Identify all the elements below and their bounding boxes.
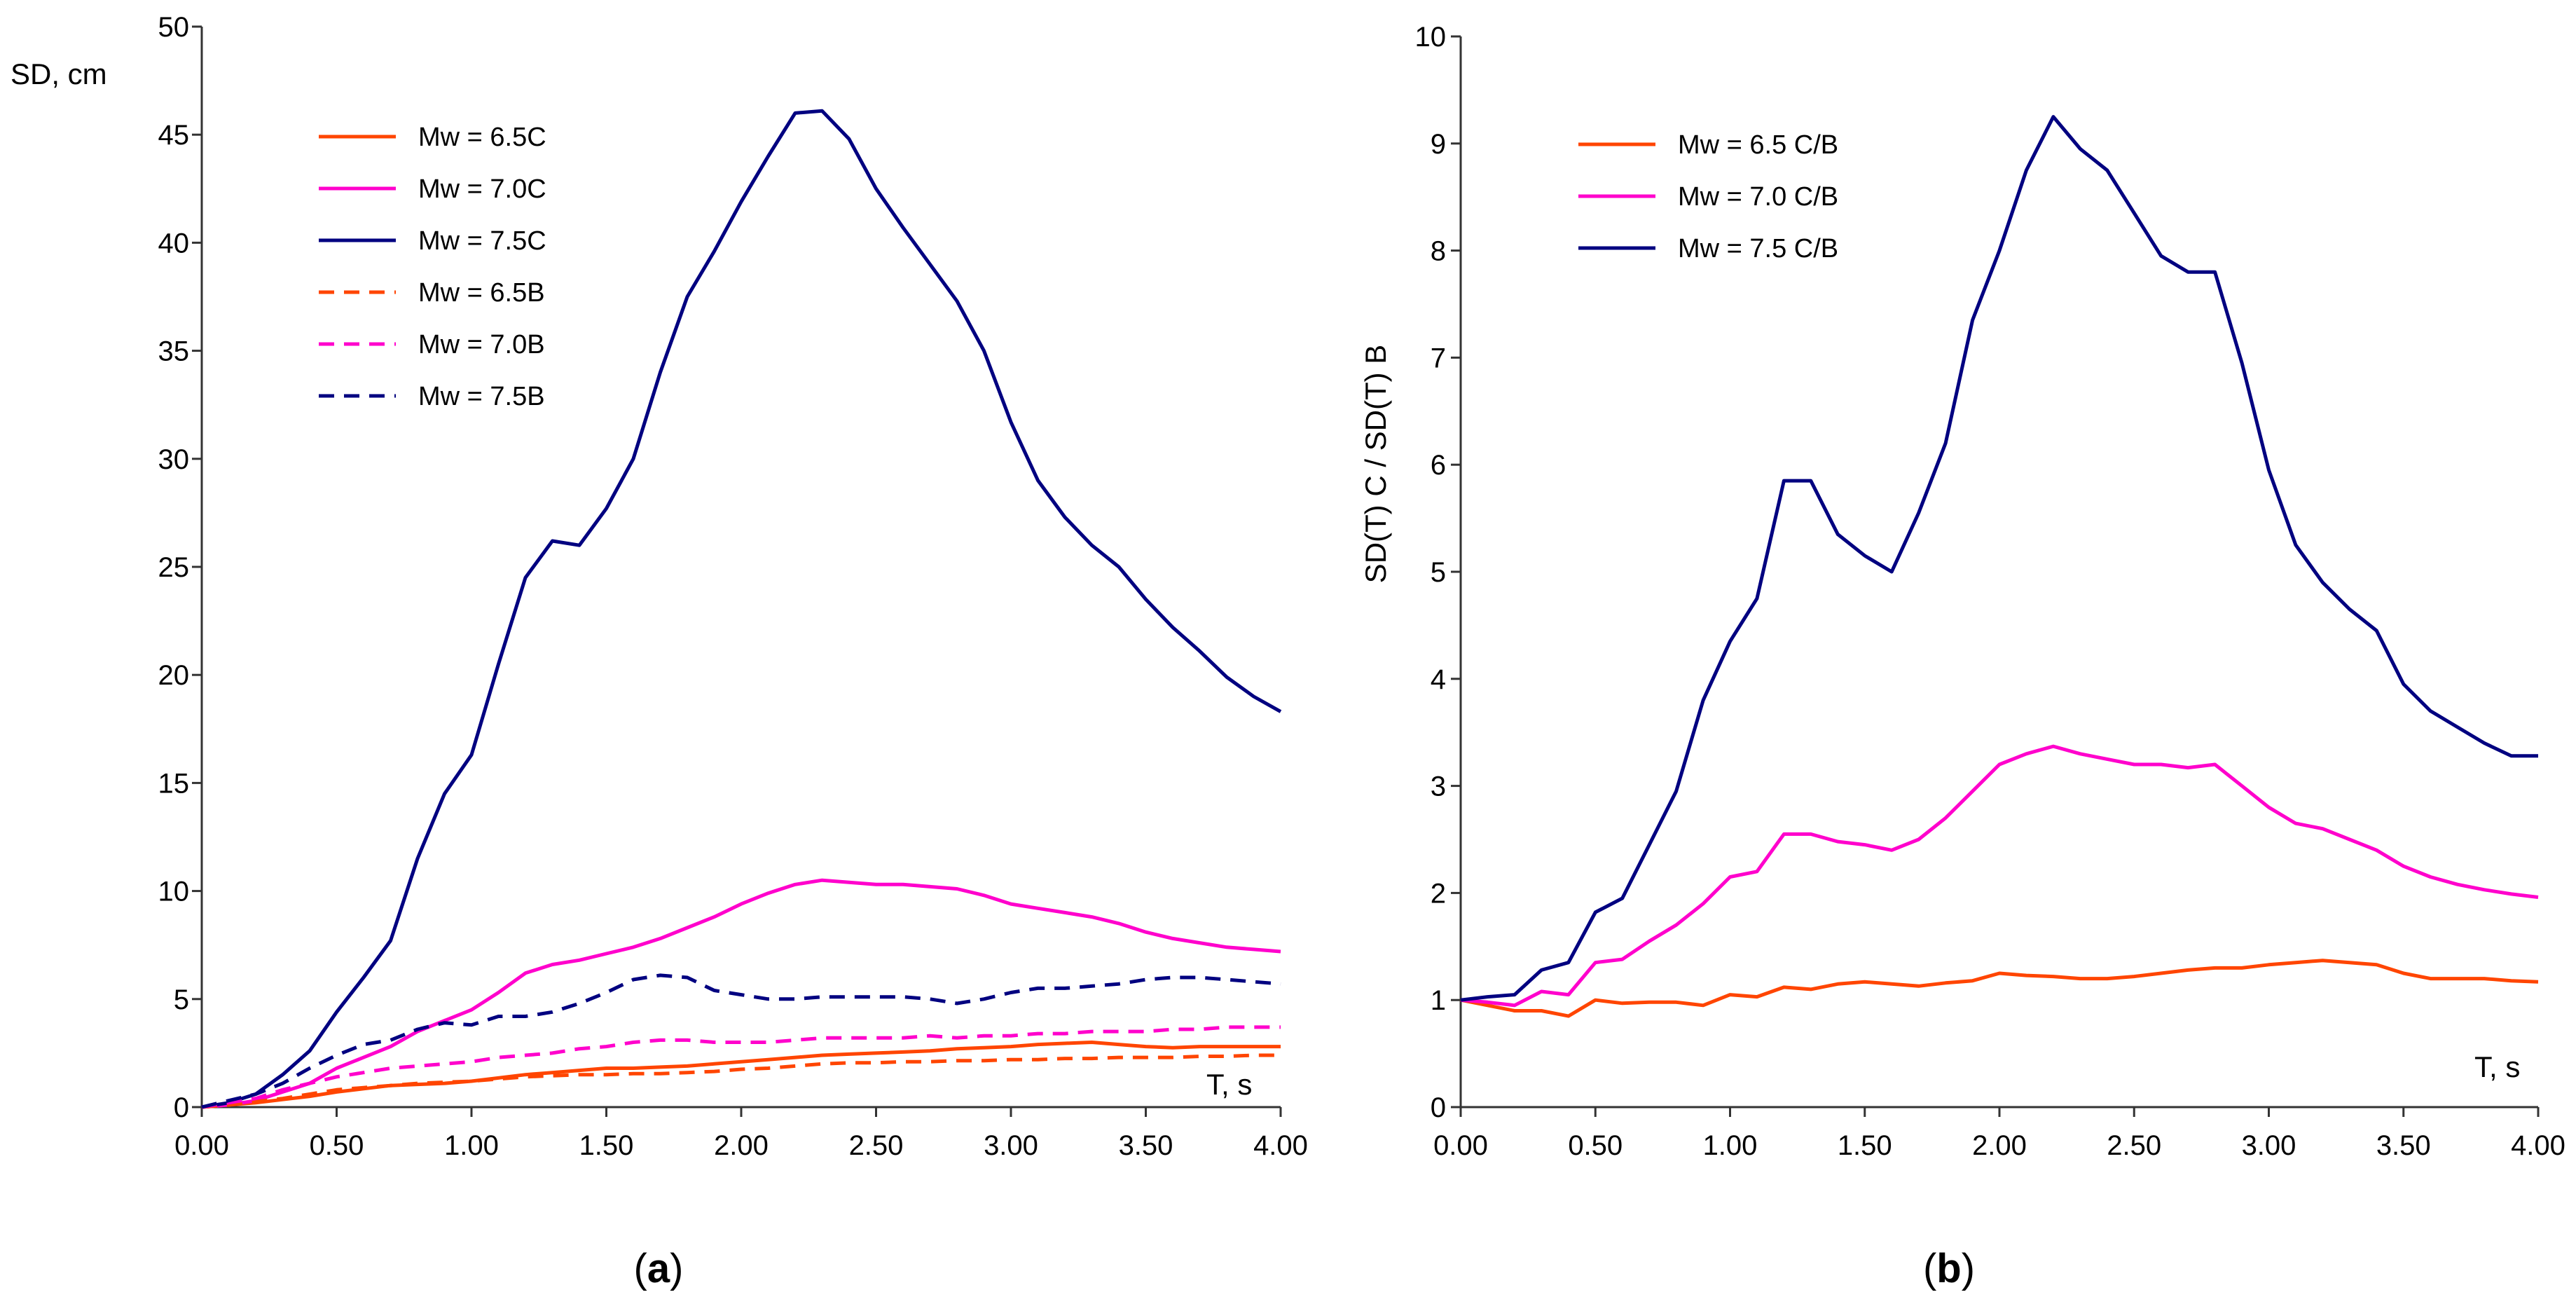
panel-label-close: ) [670, 1246, 683, 1291]
y-tick-label: 6 [1431, 450, 1446, 481]
x-tick-label: 3.00 [2242, 1130, 2296, 1161]
x-tick-label: 3.50 [2376, 1130, 2431, 1161]
y-tick-label: 5 [174, 984, 189, 1015]
x-tick-label: 1.00 [1703, 1130, 1758, 1161]
y-tick-label: 0 [1431, 1092, 1446, 1123]
panel-label-close: ) [1962, 1246, 1975, 1291]
panel-label: (b) [1923, 1246, 1975, 1291]
legend-label: Mw = 7.0B [418, 330, 545, 359]
x-tick-label: 1.50 [579, 1130, 634, 1161]
y-tick-label: 5 [1431, 557, 1446, 588]
x-tick-label: 2.50 [2107, 1130, 2161, 1161]
y-tick-label: 4 [1431, 664, 1446, 695]
y-tick-label: 20 [158, 660, 190, 691]
y-tick-label: 9 [1431, 129, 1446, 160]
panel-label-open: ( [1923, 1246, 1936, 1291]
x-tick-label: 3.50 [1119, 1130, 1173, 1161]
y-tick-label: 50 [158, 12, 190, 43]
legend: Mw = 6.5C Mw = 7.0C Mw = 7.5C Mw = 6.5B Mw =… [319, 123, 546, 411]
x-tick-label: 2.00 [714, 1130, 769, 1161]
plot-area: 0 1 2 3 4 5 6 7 8 9 10 0.00 0.50 1.00 1.50 2.00 2.50 3.00… [1415, 22, 2565, 1161]
panel-label-open: ( [634, 1246, 647, 1291]
panel-a-chart: SD, cm 0 5 10 15 20 25 30 35 40 45 50 0.00 0.50 1.00 1… [11, 12, 1308, 1291]
series-line-mw-6-5b [201, 1053, 1281, 1109]
y-tick-label: 40 [158, 228, 190, 259]
x-tick-label: 4.00 [2511, 1130, 2565, 1161]
y-tick-label: 2 [1431, 878, 1446, 909]
y-axis-label: SD, cm [11, 57, 107, 90]
x-axis-label: T, s [1206, 1068, 1252, 1101]
y-tick-label: 7 [1431, 343, 1446, 373]
y-tick-label: 3 [1431, 771, 1446, 802]
y-tick-label: 15 [158, 768, 190, 799]
panel-b-chart: SD(T) C / SD(T) B 0 1 2 3 4 5 6 7 8 9 10 0.00 0.50 1.… [1359, 22, 2565, 1291]
panel-label-letter: b [1936, 1246, 1961, 1291]
y-tick-label: 10 [158, 877, 190, 907]
legend-label: Mw = 7.5 C/B [1678, 234, 1838, 263]
y-tick-label: 45 [158, 120, 190, 151]
panel-label-letter: a [647, 1246, 670, 1291]
y-tick-label: 25 [158, 552, 190, 583]
series-line-mw-7-0b [201, 1025, 1281, 1109]
series-line-mw-7-5c [201, 109, 1282, 1109]
series-line-mw-7-0c [201, 878, 1281, 1109]
y-tick-label: 8 [1431, 236, 1446, 267]
y-tick-label: 0 [174, 1092, 189, 1123]
y-tick-label: 30 [158, 444, 190, 475]
x-tick-label: 0.50 [310, 1130, 364, 1161]
x-axis-label: T, s [2474, 1050, 2520, 1083]
x-tick-label: 1.50 [1838, 1130, 1892, 1161]
legend-label: Mw = 6.5C [418, 123, 546, 152]
legend-label: Mw = 7.0C [418, 174, 546, 204]
legend-label: Mw = 6.5 C/B [1678, 130, 1838, 160]
legend: Mw = 6.5 C/B Mw = 7.0 C/B Mw = 7.5 C/B [1578, 130, 1838, 263]
x-tick-label: 0.00 [174, 1130, 229, 1161]
y-tick-label: 35 [158, 336, 190, 367]
legend-label: Mw = 7.5B [418, 382, 545, 411]
series-line-mw-6-5c [201, 1041, 1281, 1109]
x-tick-label: 2.50 [849, 1130, 904, 1161]
plot-area: 0 5 10 15 20 25 30 35 40 45 50 0.00 0.50 1.00 1.50 2.00… [158, 12, 1308, 1161]
series-line-mw-7-0-c-b [1460, 744, 2539, 1008]
series-line-mw-6-5-c-b [1460, 959, 2539, 1018]
x-tick-label: 3.00 [984, 1130, 1038, 1161]
y-axis-label: SD(T) C / SD(T) B [1359, 345, 1392, 584]
series-line-mw-7-5b [201, 973, 1281, 1109]
x-tick-label: 4.00 [1253, 1130, 1308, 1161]
x-tick-label: 0.50 [1568, 1130, 1623, 1161]
legend-label: Mw = 6.5B [418, 278, 545, 308]
x-tick-label: 1.00 [444, 1130, 499, 1161]
series-line-mw-7-5-c-b [1460, 115, 2538, 1002]
x-tick-label: 0.00 [1433, 1130, 1488, 1161]
legend-label: Mw = 7.0 C/B [1678, 182, 1838, 212]
y-tick-label: 1 [1431, 985, 1446, 1016]
panel-label: (a) [634, 1246, 684, 1291]
legend-label: Mw = 7.5C [418, 226, 546, 256]
y-tick-label: 10 [1415, 22, 1447, 53]
x-tick-label: 2.00 [1972, 1130, 2027, 1161]
